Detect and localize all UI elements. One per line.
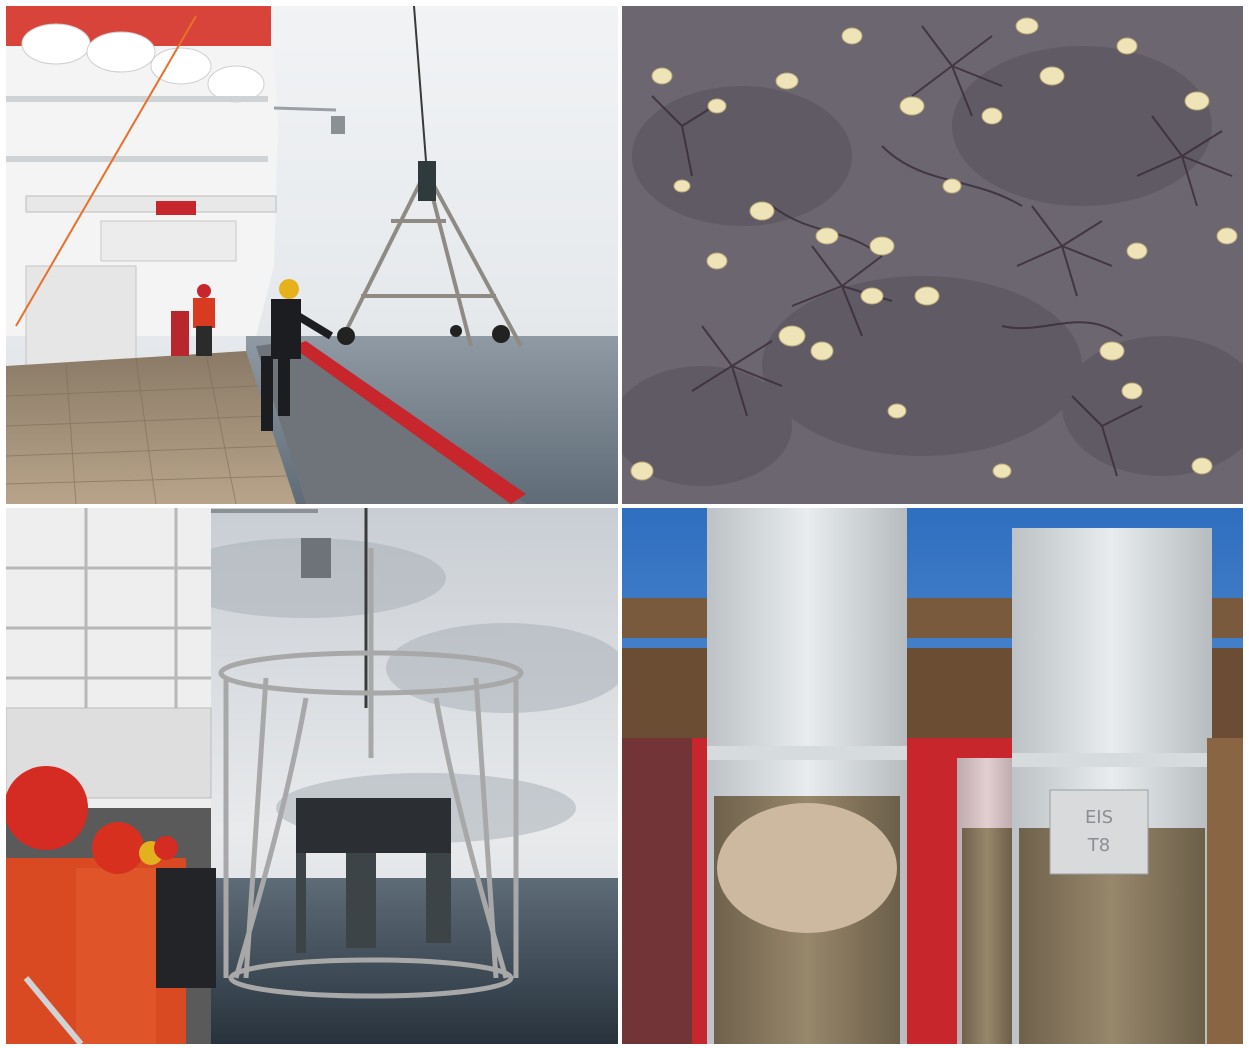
red-gunwale [291,341,526,504]
core-tube [426,853,451,943]
seafloor-scene [622,6,1243,504]
rack-post [1207,738,1243,1044]
crew-members [6,766,216,1044]
wooden-deck [6,351,296,504]
lifeboat-dome [150,47,212,85]
photo-seafloor-brittle-stars [622,6,1243,504]
helmet [154,836,178,860]
sediment-background [962,828,1012,1044]
core-label-line2: T8 [1087,835,1110,856]
crew-member-red [171,311,189,356]
lifeboat-dome [21,23,91,65]
tube-collar [707,746,907,760]
lander-foot [492,325,510,343]
sediment-shadows [622,46,1243,486]
photo-ship-deck-lander [6,6,618,504]
crew-member-black [261,279,334,431]
railing [6,96,268,102]
shells [630,17,1238,481]
crane-arm [273,106,337,112]
core-tube [346,853,376,948]
crew-member-orange [193,284,215,356]
tube-collar [1012,753,1212,767]
helmet [6,766,88,850]
core-label-line1: EIS [1085,807,1113,828]
core-tape-label [1049,789,1149,875]
ship-railings [6,508,211,708]
sediment-cores-scene: EIS T8 [622,508,1243,1044]
deck-planks [6,353,289,504]
sediment-lump [717,803,897,933]
photo-sediment-cores: EIS T8 [622,508,1243,1044]
railing [6,156,268,162]
lamp [331,116,345,134]
helmet [92,822,144,874]
lander-foot [450,325,462,337]
deck-overhang [25,195,277,213]
photo-multicorer-deployment [6,508,618,1044]
core-tube [296,853,306,953]
orange-cable [15,15,197,327]
ship-deck-scene [6,6,618,504]
hoist-cable [413,6,427,162]
multicorer-frame [218,548,524,999]
coring-head [296,798,451,853]
lamp [301,538,331,578]
left-shadow [622,738,692,1044]
lifeboat-dome [86,31,156,73]
brittle-star-arms [651,25,1233,477]
multicorer-scene [6,508,618,1044]
lander-foot [337,327,355,345]
red-equipment [156,201,196,215]
lander-instrument [418,161,436,201]
sea-ice-horizon [246,324,618,338]
reflective-stripe [23,976,84,1044]
bridge-wall [100,220,237,262]
